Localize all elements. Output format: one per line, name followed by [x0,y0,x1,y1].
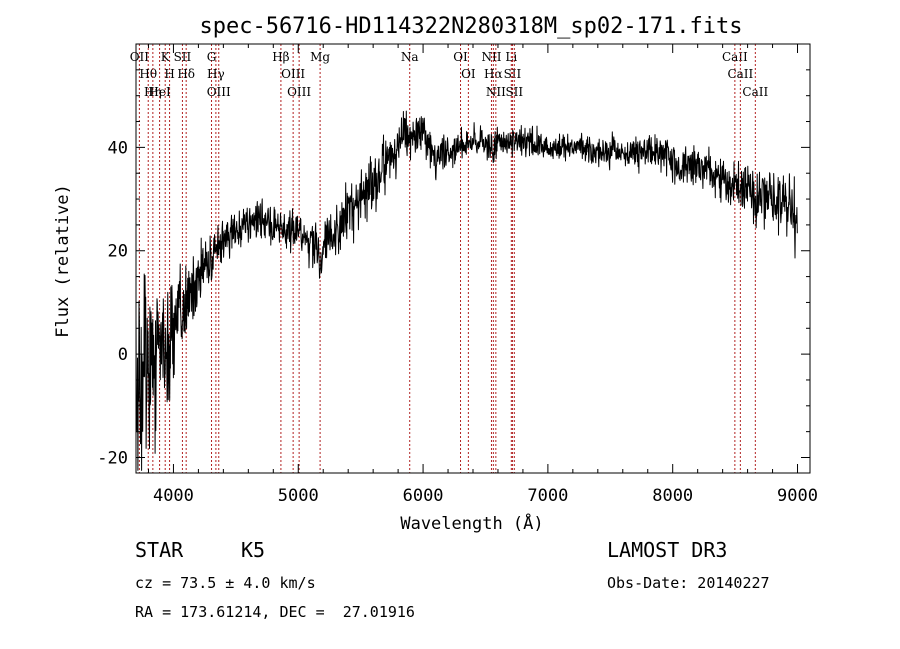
line-marker-label: OIII [281,67,305,81]
line-marker-label: CaII [722,50,748,64]
chart-title: spec-56716-HD114322N280318M_sp02-171.fit… [199,14,742,39]
line-marker-label: OII [130,50,150,64]
line-marker-label: SII [505,85,523,99]
line-marker-label: SII [174,50,192,64]
x-tick-label: 4000 [153,486,194,506]
redshift-value: cz = 73.5 ± 4.0 km/s [135,574,316,592]
x-tick-label: 5000 [278,486,319,506]
line-marker-label: CaII [727,67,753,81]
axes: 4000 5000 6000 7000 8000 9000 -20 0 20 40 [97,44,818,506]
spectrum-trace [135,110,798,471]
line-marker-label: Li [505,50,517,64]
y-tick-label: 0 [118,345,128,365]
line-marker-label: OI [453,50,468,64]
y-tick-label: 40 [108,138,128,158]
line-marker-label: Hα [484,67,503,81]
line-marker-label: Hη [144,85,162,99]
line-marker-label: SII [504,67,522,81]
line-marker-label: HeI [148,85,171,99]
line-marker-label: NII [486,85,506,99]
x-tick-label: 8000 [652,486,693,506]
line-marker-label: K [161,50,171,64]
object-class: STAR [135,538,184,562]
line-marker-label: OIII [207,85,231,99]
x-tick-label: 7000 [527,486,568,506]
spectrum-line [135,110,798,471]
y-tick-label: -20 [97,448,128,468]
x-axis-label: Wavelength (Å) [400,512,543,534]
line-marker-label: H [164,67,174,81]
line-marker-label: Hβ [272,50,289,64]
survey-name: LAMOST DR3 [607,538,728,562]
observation-date: Obs-Date: 20140227 [607,574,770,592]
line-marker-label: Na [401,50,419,64]
spectrum-chart: spec-56716-HD114322N280318M_sp02-171.fit… [53,14,818,534]
line-marker-label: OI [461,67,476,81]
line-marker-label: CaII [742,85,768,99]
y-tick-label: 20 [108,242,128,262]
line-marker-label: Hδ [177,67,195,81]
line-marker-label: Hθ [139,67,157,81]
object-subclass: K5 [241,538,266,562]
line-marker-label: Hγ [207,67,225,81]
line-marker-label: OIII [287,85,311,99]
line-marker-label: G [207,50,217,64]
x-tick-label: 6000 [403,486,444,506]
y-axis-label: Flux (relative) [53,184,73,338]
line-marker-label: Mg [310,50,330,64]
x-tick-label: 9000 [777,486,818,506]
plot-frame [135,43,811,474]
coordinates: RA = 173.61214, DEC = 27.01916 [135,603,415,621]
line-marker-label: NII [481,50,501,64]
